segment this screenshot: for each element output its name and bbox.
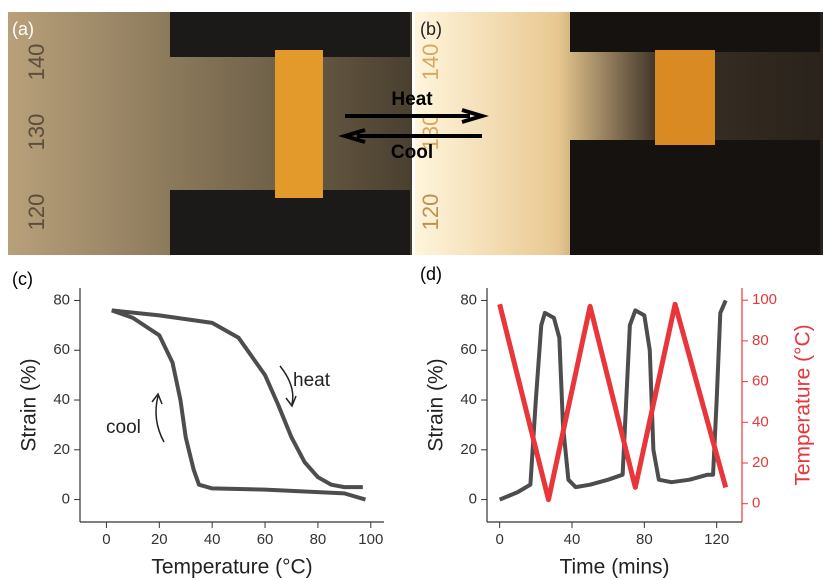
x-tick-label: 80 [310, 531, 327, 548]
y2-tick-label: 0 [752, 495, 760, 512]
x-tick-label: 40 [204, 531, 221, 548]
annotation-arrow [151, 392, 165, 443]
annotation-arrow [279, 365, 297, 408]
ruler-label: 140 [24, 44, 49, 81]
x-tick-label: 20 [151, 531, 168, 548]
ruler-label: 140 [418, 44, 443, 81]
x-tick-label: 0 [102, 531, 110, 548]
annotation: cool [106, 417, 141, 438]
series-line [111, 308, 363, 490]
y2-tick-label: 40 [752, 413, 769, 430]
panel-label: (c) [12, 269, 33, 289]
series-line [111, 308, 367, 502]
photo-a: (a) 140 130 120 [8, 12, 412, 255]
y-axis-title: Strain (%) [18, 358, 41, 451]
y-tick-label: 60 [460, 341, 477, 358]
y-tick-label: 40 [53, 391, 70, 408]
x-axis-title: Temperature (°C) [151, 556, 312, 579]
x-tick-label: 100 [358, 531, 383, 548]
photo-b: (b) 140 130 120 [415, 12, 823, 255]
y-tick-label: 80 [53, 291, 70, 308]
ruler-label: 120 [418, 194, 443, 231]
y2-tick-label: 80 [752, 332, 769, 349]
y-tick-label: 20 [460, 441, 477, 458]
y-axis-title: Strain (%) [425, 358, 448, 451]
y-tick-label: 0 [469, 491, 477, 508]
y-tick-label: 80 [460, 291, 477, 308]
panel-label: (b) [420, 19, 442, 39]
y2-axis-title: Temperature (°C) [792, 324, 815, 485]
y-tick-label: 0 [62, 491, 70, 508]
panel-label: (d) [420, 264, 442, 284]
ruler-label: 120 [24, 194, 49, 231]
transition-arrows: Heat Cool [338, 89, 489, 163]
y-tick-label: 60 [53, 341, 70, 358]
x-tick-label: 0 [495, 531, 503, 548]
heat-label: Heat [391, 89, 433, 110]
panel-label: (a) [12, 19, 34, 39]
x-tick-label: 40 [564, 531, 581, 548]
x-axis-title: Time (mins) [559, 556, 669, 579]
y-tick-label: 40 [460, 391, 477, 408]
x-tick-label: 120 [704, 531, 729, 548]
y-tick-label: 20 [53, 441, 70, 458]
cool-label: Cool [391, 142, 433, 163]
x-tick-label: 80 [636, 531, 653, 548]
series-line [497, 301, 729, 503]
ruler-label: 130 [418, 114, 443, 151]
ruler-label: 130 [24, 114, 49, 151]
y2-tick-label: 20 [752, 454, 769, 471]
y2-tick-label: 100 [752, 291, 777, 308]
x-tick-label: 60 [257, 531, 274, 548]
annotation: heat [293, 370, 331, 391]
y2-tick-label: 60 [752, 373, 769, 390]
